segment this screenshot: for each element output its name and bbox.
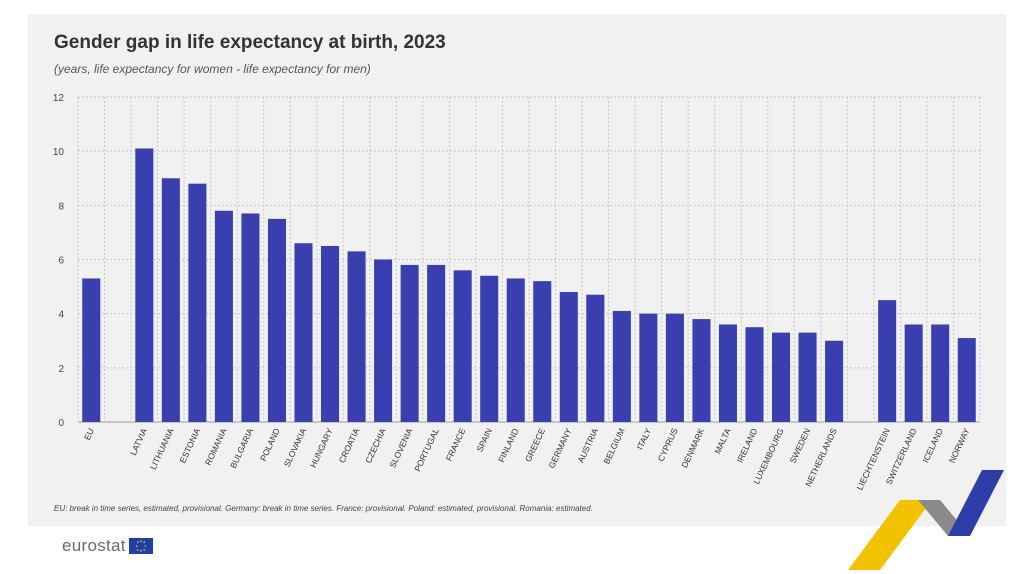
bar-slovakia: [294, 243, 313, 422]
bar-croatia: [347, 251, 366, 422]
y-tick-label: 8: [58, 201, 64, 212]
bar-cyprus: [665, 313, 684, 422]
x-tick-label: FINLAND: [496, 427, 520, 464]
bar-poland: [267, 218, 286, 422]
chart-subtitle: (years, life expectancy for women - life…: [54, 62, 371, 76]
bar-switzerland: [904, 324, 923, 422]
x-tick-label: LATVIA: [128, 426, 149, 456]
bar-germany: [559, 292, 578, 422]
bar-italy: [639, 313, 658, 422]
x-tick-label: CROATIA: [337, 426, 362, 464]
bar-estonia: [188, 183, 207, 422]
bar-slovenia: [400, 264, 419, 422]
eurostat-logo: eurostat: [62, 536, 153, 556]
deco-blue-stripe: [948, 470, 1004, 536]
x-tick-label: ICELAND: [920, 427, 945, 465]
chart-title: Gender gap in life expectancy at birth, …: [54, 32, 446, 53]
y-tick-label: 2: [58, 364, 64, 375]
x-tick-label: FRANCE: [444, 426, 468, 462]
x-tick-label: POLAND: [258, 427, 282, 463]
bar-romania: [214, 210, 233, 422]
bar-austria: [586, 294, 605, 422]
y-tick-label: 0: [58, 418, 64, 429]
eu-flag-icon: [128, 538, 153, 554]
bar-sweden: [798, 332, 817, 422]
x-tick-label: GERMANY: [546, 426, 573, 469]
bar-greece: [533, 281, 552, 422]
y-tick-label: 12: [53, 93, 65, 104]
x-tick-label: MALTA: [712, 426, 733, 455]
footnote: EU: break in time series, estimated, pro…: [54, 504, 593, 513]
x-tick-label: IRELAND: [735, 427, 760, 465]
bar-ireland: [745, 327, 764, 422]
bar-bulgaria: [241, 213, 260, 422]
x-tick-label: GREECE: [523, 426, 547, 463]
x-tick-label: LITHUANIA: [148, 426, 176, 471]
y-tick-label: 10: [53, 147, 65, 158]
bar-netherlands: [825, 340, 844, 422]
x-tick-label: SWEDEN: [788, 427, 813, 465]
bar-norway: [957, 338, 976, 422]
bar-belgium: [612, 310, 631, 422]
bar-eu: [82, 278, 101, 422]
x-tick-label: EU: [82, 427, 96, 442]
x-tick-label: BULGARIA: [228, 426, 255, 469]
bar-luxembourg: [772, 332, 791, 422]
bar-finland: [506, 278, 525, 422]
bar-spain: [480, 275, 499, 422]
bar-denmark: [692, 319, 711, 422]
x-tick-label: ESTONIA: [177, 426, 202, 464]
bar-liechtenstein: [878, 300, 897, 422]
x-tick-label: CYPRUS: [656, 426, 680, 463]
bar-portugal: [427, 264, 446, 422]
bar-hungary: [321, 245, 340, 422]
bar-malta: [718, 324, 737, 422]
x-tick-label: SLOVENIA: [387, 426, 414, 469]
x-tick-label: ITALY: [635, 426, 654, 451]
x-tick-label: SPAIN: [474, 427, 494, 454]
x-tick-label: NORWAY: [947, 426, 972, 464]
bar-france: [453, 270, 472, 422]
bar-latvia: [135, 148, 154, 423]
x-tick-label: ROMANIA: [203, 426, 229, 466]
bar-iceland: [931, 324, 950, 422]
bar-lithuania: [161, 178, 180, 422]
bar-czechia: [374, 259, 393, 422]
deco-yellow-stripe: [848, 500, 932, 570]
y-tick-label: 4: [58, 310, 64, 321]
x-tick-label: SLOVAKIA: [282, 426, 309, 468]
x-tick-label: AUSTRIA: [576, 426, 601, 464]
logo-text: eurostat: [62, 536, 126, 555]
decorative-arrows: [848, 470, 1004, 570]
x-tick-label: PORTUGAL: [412, 426, 441, 473]
x-tick-label: CZECHIA: [363, 426, 388, 464]
x-tick-label: BELGIUM: [601, 427, 626, 466]
x-tick-label: DENMARK: [679, 426, 706, 469]
x-tick-label: HUNGARY: [308, 426, 335, 469]
y-tick-label: 6: [58, 256, 64, 267]
